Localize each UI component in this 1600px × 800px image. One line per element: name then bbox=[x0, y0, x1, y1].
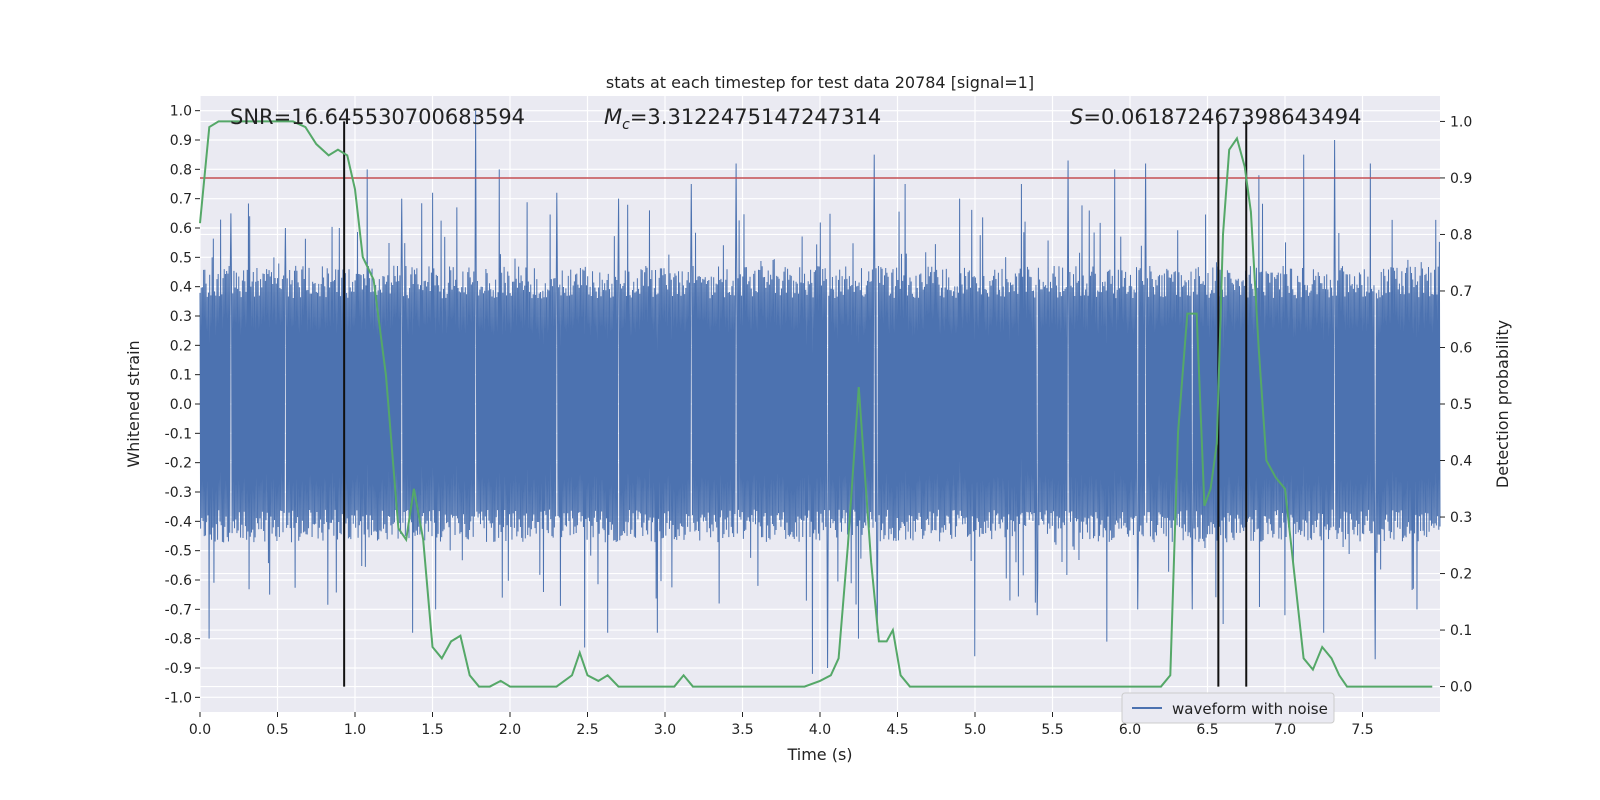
legend-box bbox=[1121, 692, 1335, 724]
left-y-tick-label: 0.9 bbox=[170, 133, 192, 149]
x-tick-label: 2.0 bbox=[499, 722, 521, 738]
right-y-tick-label: 0.1 bbox=[1450, 623, 1472, 639]
left-y-tick-label: 0.0 bbox=[170, 397, 192, 413]
waveform-line bbox=[199, 110, 1441, 674]
right-y-tick-label: 0.7 bbox=[1450, 284, 1472, 300]
snr-annotation: SNR=16.645530700683594 bbox=[230, 105, 525, 129]
right-y-axis-label: Detection probability bbox=[1493, 320, 1512, 488]
chart-title: stats at each timestep for test data 207… bbox=[606, 73, 1034, 92]
x-tick-label: 6.0 bbox=[1119, 722, 1141, 738]
x-tick-label: 2.5 bbox=[576, 722, 598, 738]
left-y-tick-label: 0.6 bbox=[170, 221, 192, 237]
left-y-tick-label: -0.2 bbox=[165, 456, 192, 472]
left-y-axis-ticks: -1.0 -0.9 -0.8 -0.7 -0.6 -0.5 -0.4 -0.3 -0.2 -0.1… bbox=[165, 104, 200, 706]
x-tick-label: 1.5 bbox=[421, 722, 443, 738]
x-tick-label: 3.5 bbox=[731, 722, 753, 738]
right-y-tick-label: 0.8 bbox=[1450, 227, 1472, 243]
waveform-series bbox=[199, 110, 1441, 674]
x-axis-label: Time (s) bbox=[786, 745, 852, 764]
legend-label: waveform with noise bbox=[1172, 700, 1328, 718]
left-y-tick-label: -0.4 bbox=[165, 514, 192, 530]
x-tick-label: 7.0 bbox=[1274, 722, 1296, 738]
left-y-tick-label: 0.3 bbox=[170, 309, 192, 325]
right-y-tick-label: 0.2 bbox=[1450, 567, 1472, 583]
x-tick-label: 5.0 bbox=[964, 722, 986, 738]
right-y-tick-label: 0.4 bbox=[1450, 454, 1472, 470]
left-y-tick-label: 1.0 bbox=[170, 104, 192, 120]
chirp-mass-symbol: M bbox=[604, 105, 622, 129]
x-tick-label: 1.0 bbox=[344, 722, 366, 738]
x-tick-label: 0.0 bbox=[189, 722, 211, 738]
chirp-mass-value: =3.3122475147247314 bbox=[630, 105, 881, 129]
left-y-axis-label: Whitened strain bbox=[124, 340, 143, 467]
legend: waveform with noise bbox=[1121, 692, 1335, 724]
left-y-tick-label: 0.7 bbox=[170, 192, 192, 208]
left-y-tick-label: 0.4 bbox=[170, 280, 192, 296]
left-y-tick-label: -0.9 bbox=[165, 661, 192, 677]
right-y-tick-label: 0.0 bbox=[1450, 680, 1472, 696]
left-y-tick-label: -1.0 bbox=[165, 690, 192, 706]
left-y-tick-label: -0.7 bbox=[165, 602, 192, 618]
right-y-tick-label: 0.5 bbox=[1450, 397, 1472, 413]
right-y-tick-label: 0.9 bbox=[1450, 171, 1472, 187]
x-tick-label: 6.5 bbox=[1196, 722, 1218, 738]
left-y-tick-label: -0.6 bbox=[165, 573, 192, 589]
left-y-tick-label: 0.2 bbox=[170, 338, 192, 354]
chirp-mass-annotation: Mc=3.3122475147247314 bbox=[604, 105, 881, 133]
left-y-tick-label: -0.5 bbox=[165, 544, 192, 560]
chirp-mass-subscript: c bbox=[622, 117, 630, 133]
probability-line bbox=[199, 120, 1433, 688]
left-y-tick-label: -0.3 bbox=[165, 485, 192, 501]
left-y-tick-label: 0.8 bbox=[170, 162, 192, 178]
x-tick-label: 5.5 bbox=[1041, 722, 1063, 738]
right-y-tick-label: 0.6 bbox=[1450, 340, 1472, 356]
x-axis-ticks: 0.0 0.5 1.0 1.5 2.0 2.5 3.0 3.5 4.0 4.5 5.0 5.5 6.0 6… bbox=[189, 712, 1374, 738]
x-tick-label: 4.0 bbox=[809, 722, 831, 738]
x-tick-label: 7.5 bbox=[1351, 722, 1373, 738]
right-y-axis-ticks: 0.0 0.1 0.2 0.3 0.4 0.5 0.6 0.7 0.8 0.9 1.0 bbox=[1440, 114, 1472, 696]
left-y-tick-label: -0.1 bbox=[165, 426, 192, 442]
s-value: =0.061872467398643494 bbox=[1083, 105, 1361, 129]
x-tick-label: 3.0 bbox=[654, 722, 676, 738]
left-y-tick-label: 0.1 bbox=[170, 368, 192, 384]
right-y-tick-label: 0.3 bbox=[1450, 510, 1472, 526]
s-annotation: S=0.061872467398643494 bbox=[1070, 105, 1361, 129]
x-tick-label: 4.5 bbox=[886, 722, 908, 738]
right-y-tick-label: 1.0 bbox=[1450, 114, 1472, 130]
left-y-tick-label: 0.5 bbox=[170, 250, 192, 266]
x-tick-label: 0.5 bbox=[266, 722, 288, 738]
s-symbol: S bbox=[1070, 105, 1083, 129]
left-y-tick-label: -0.8 bbox=[165, 632, 192, 648]
